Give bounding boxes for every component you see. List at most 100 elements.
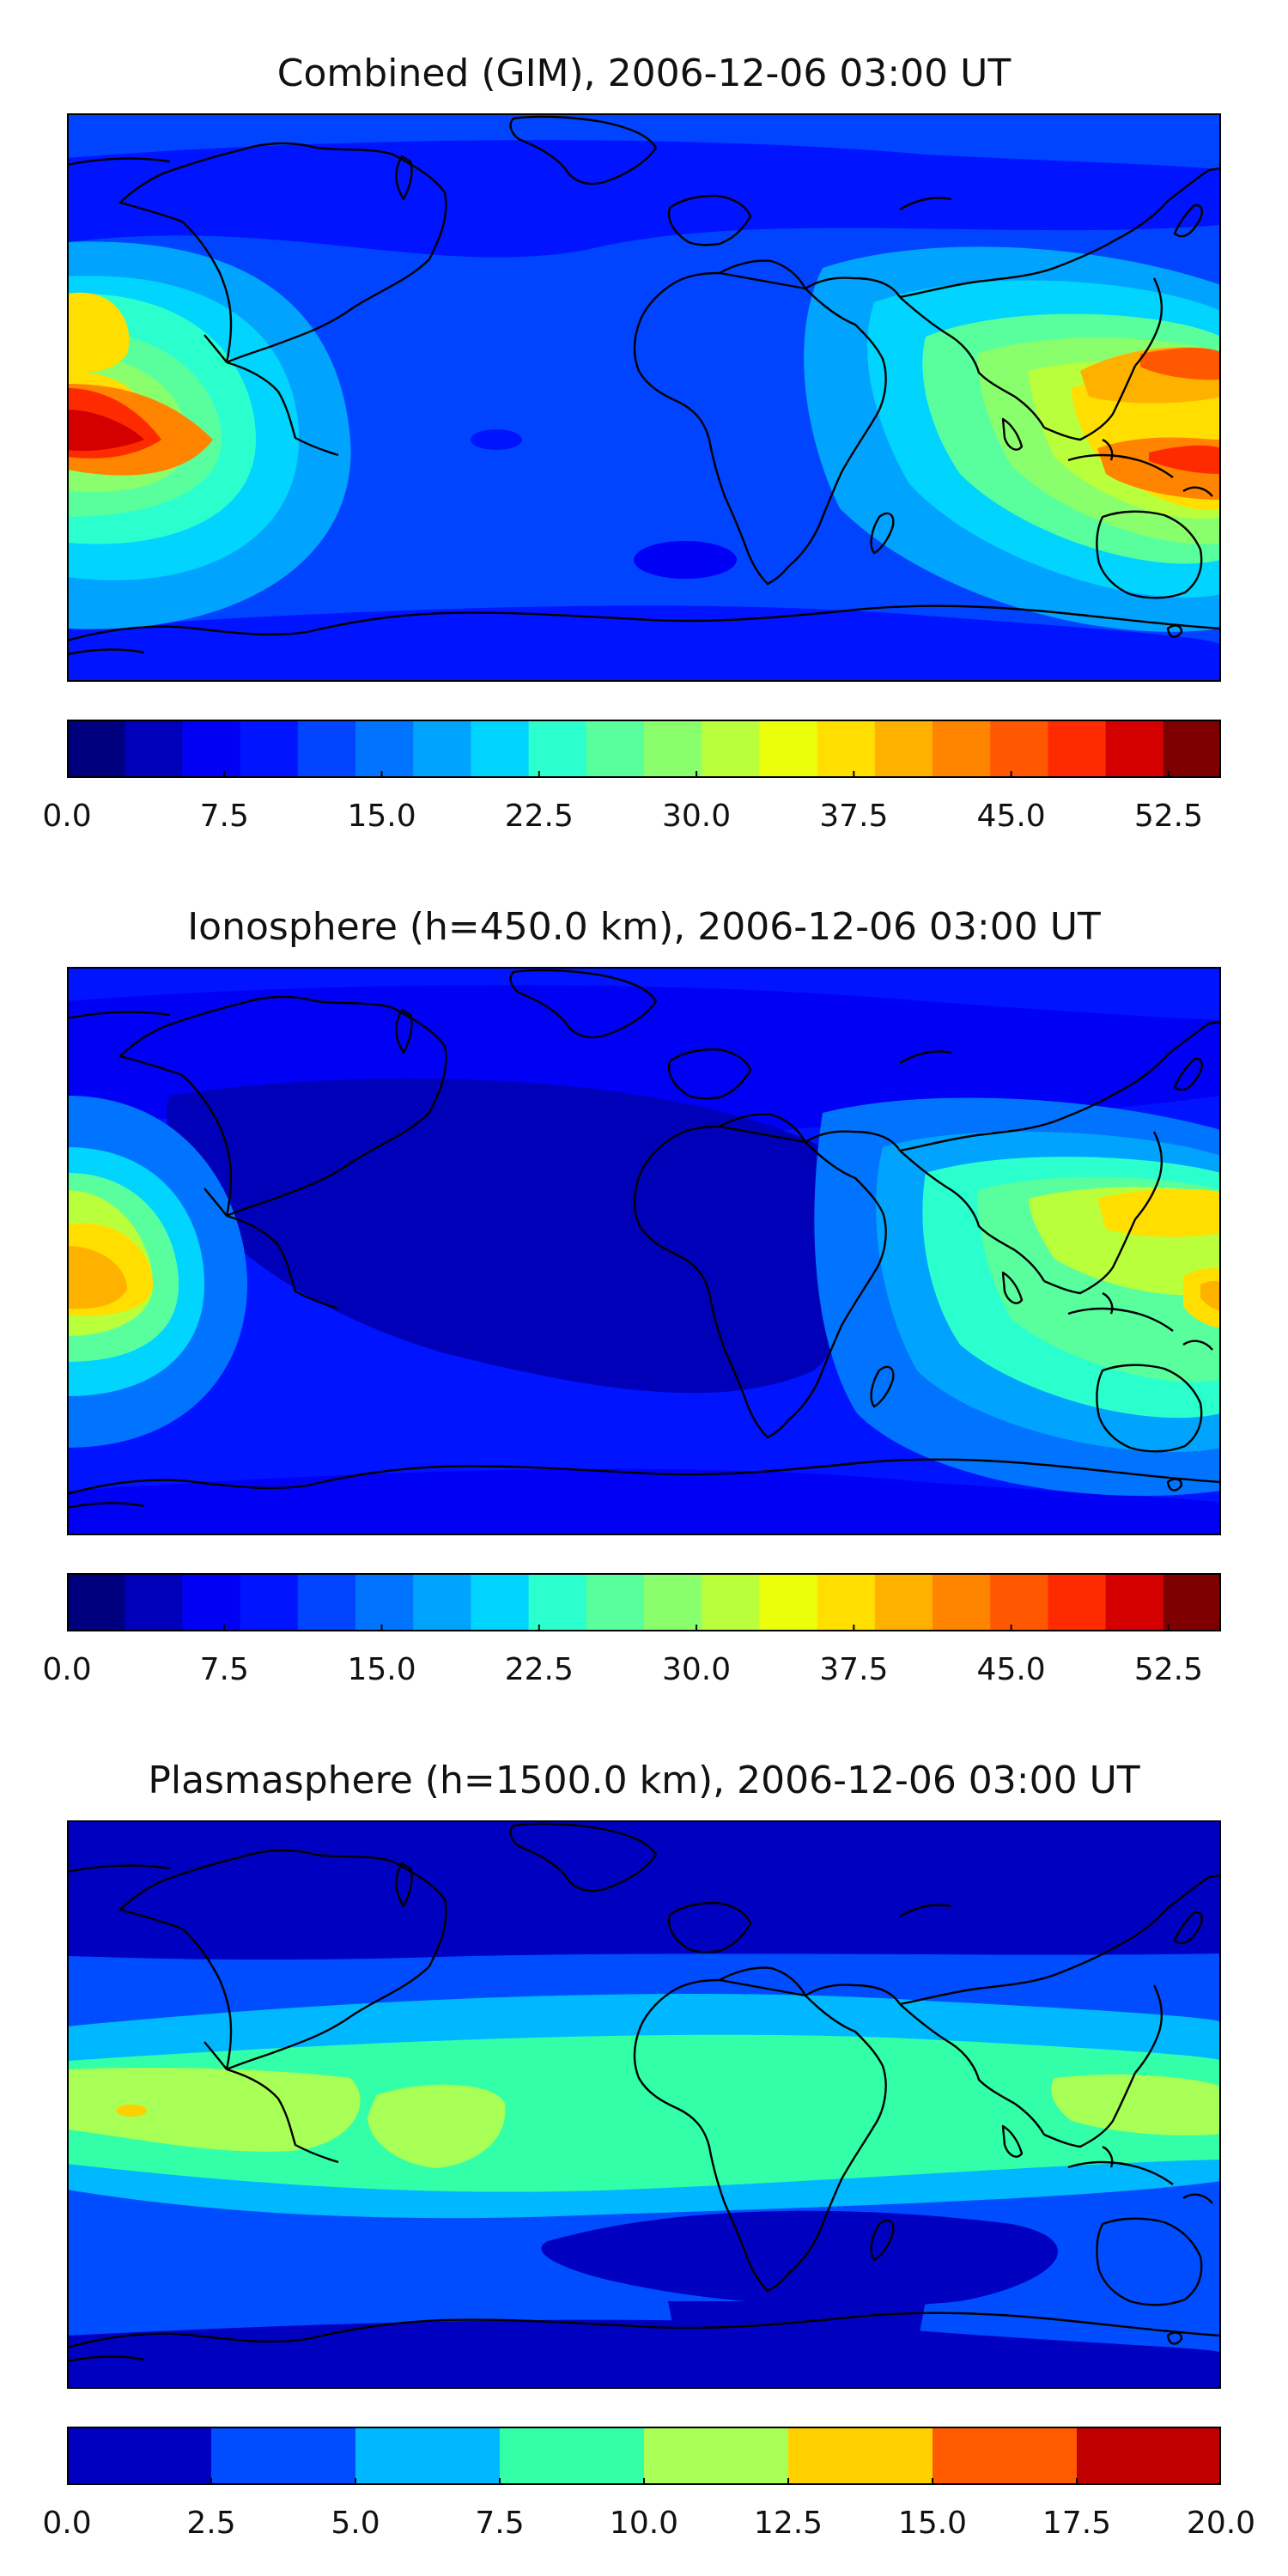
panel-1-coastline [67, 157, 171, 167]
panel-1-coastline [67, 605, 1221, 642]
panel-1-coastline [1166, 624, 1183, 638]
panel-1-coastline [226, 361, 339, 457]
panel-3-colorbar-tick-label: 0.0 [42, 2506, 92, 2541]
panel-1-coastline [1043, 365, 1137, 441]
panel-1-colorbar-segment [874, 720, 933, 778]
panel-3-coastline [1001, 2124, 1024, 2158]
panel-1-tec-contours [67, 113, 1221, 682]
panel-2-coastline [67, 1502, 145, 1510]
panel-1-coastline [509, 115, 658, 185]
panel-2-colorbar-tick-label: 15.0 [347, 1652, 416, 1687]
panel-3-coastline [899, 2003, 1046, 2136]
panel-2-map [67, 967, 1221, 1535]
panel-2-colorbar-segment [874, 1573, 933, 1631]
panel-3-coastline [899, 1874, 1221, 2006]
panel-1-coastline [1134, 277, 1163, 367]
panel-2-title: Ionosphere (h=450.0 km), 2006-12-06 03:0… [187, 905, 1101, 949]
panel-2-contour-level [67, 1246, 127, 1309]
panel-1-colorbar-segment [759, 720, 818, 778]
panel-2-colorbar-tick-label: 30.0 [662, 1652, 732, 1687]
panel-3-coastline [667, 1901, 752, 1953]
panel-2-colorbar-segment [182, 1573, 241, 1631]
panel-3-coastline [1134, 1984, 1163, 2074]
panel-2-colorbar-segment [1163, 1573, 1221, 1631]
panel-3-coastline [1102, 2145, 1114, 2168]
panel-3-colorbar-tick-label: 17.5 [1042, 2506, 1112, 2541]
panel-1-coastline [118, 148, 244, 363]
panel-1-colorbar-segment [817, 720, 876, 778]
panel-2-colorbar-segment [586, 1573, 645, 1631]
panel-2-coastline [1102, 1291, 1114, 1315]
panel-3-colorbar-ticks: 0.0 2.5 5.0 7.5 10.0 12.5 15.0 17.5 20.0 [0, 2506, 1288, 2549]
panel-2-colorbar-ticks: 0.0 7.5 15.0 22.5 30.0 37.5 45.0 52.5 [0, 1652, 1288, 1695]
panel-3-contour-level [67, 2068, 361, 2152]
panel-3-map [67, 1820, 1221, 2389]
panel-3-coastline [67, 1864, 171, 1874]
panel-3-coastline [395, 1862, 413, 1908]
panel-2-colorbar-segment [297, 1573, 356, 1631]
panel-1-colorbar-frame [67, 720, 1221, 778]
panel-2-coastline [509, 969, 658, 1039]
panel-3-contour-level [67, 2034, 1221, 2192]
panel-1-colorbar-tick-label: 7.5 [199, 799, 249, 834]
panel-2-colorbar-segment [817, 1573, 876, 1631]
panel-2-contour-level [1200, 1280, 1221, 1310]
panel-3-colorbar-segment [788, 2427, 933, 2485]
panel-2-tec-contours [67, 967, 1221, 1535]
panel-3-colorbar-tick-label: 12.5 [753, 2506, 823, 2541]
panel-2-colorbar-segment [644, 1573, 702, 1631]
panel-3-colorbar-tick-label: 2.5 [186, 2506, 236, 2541]
panel-2-colorbar [67, 1573, 1221, 1631]
panel-3-contour-level [368, 2084, 506, 2168]
panel-1-contour-level [471, 429, 522, 450]
panel-3-colorbar-segment [1077, 2427, 1221, 2485]
panel-3-colorbar-segment [644, 2427, 789, 2485]
panel-2-colorbar-segment [413, 1573, 471, 1631]
panel-3-tec-contours [67, 1820, 1221, 2389]
panel-1-colorbar-segment [355, 720, 414, 778]
panel-2-colorbar-segment [240, 1573, 299, 1631]
panel-3-coastline [226, 2068, 339, 2164]
panel-1-coastline [1096, 510, 1203, 599]
panel-1-colorbar-tick-label: 30.0 [662, 799, 732, 834]
panel-1-colorbar-segment [702, 720, 760, 778]
panel-3-colorbar-tick-label: 15.0 [897, 2506, 968, 2541]
panel-1-coastline [1067, 453, 1174, 478]
panel-1-colorbar-segment [644, 720, 702, 778]
panel-1-coastline [67, 648, 145, 656]
panel-2-coastline [67, 1458, 1221, 1496]
panel-1-coastline [1001, 417, 1024, 451]
panel-1-colorbar-segment [586, 720, 645, 778]
panel-3-colorbar-segment [933, 2427, 1078, 2485]
panel-2-colorbar-segment [759, 1573, 818, 1631]
panel-1-colorbar [67, 720, 1221, 778]
panel-1-contour-level [67, 410, 144, 452]
panel-3-coastline [633, 1978, 887, 2293]
panel-3-colorbar-tick-label: 10.0 [609, 2506, 679, 2541]
panel-3-title: Plasmasphere (h=1500.0 km), 2006-12-06 0… [148, 1759, 1140, 1802]
panel-2-coastline [118, 1001, 244, 1217]
panel-3-colorbar-tick-label: 20.0 [1186, 2506, 1256, 2541]
panel-2-contour-level [1097, 1188, 1221, 1237]
panel-3-colorbar-segment [355, 2427, 501, 2485]
panel-1-colorbar-segment [413, 720, 471, 778]
panel-1-contour-level [67, 292, 130, 373]
panel-3-colorbar-segment [67, 2427, 212, 2485]
panel-2-colorbar-tick-label: 0.0 [42, 1652, 92, 1687]
panel-2-coastline [633, 1125, 887, 1439]
panel-1-coastline [204, 334, 228, 363]
panel-1-contour-level [1149, 445, 1221, 474]
panel-1-colorbar-segment [182, 720, 241, 778]
panel-2-coastline [1134, 1131, 1163, 1220]
panel-2-colorbar-segment [1048, 1573, 1107, 1631]
panel-1-colorbar-tick-label: 45.0 [976, 799, 1046, 834]
panel-1-coastline [395, 155, 413, 201]
panel-2-coastline [226, 995, 447, 1218]
panel-3-coastline [1182, 2193, 1213, 2204]
panel-1-colorbar-segment [1105, 720, 1164, 778]
panel-2-coastline [1043, 1218, 1137, 1295]
panel-2-coastline [899, 1150, 1046, 1282]
panel-2-coastline [395, 1008, 413, 1054]
panel-3-coastline [204, 2041, 228, 2070]
panel-3-contour-level [1051, 2074, 1221, 2136]
